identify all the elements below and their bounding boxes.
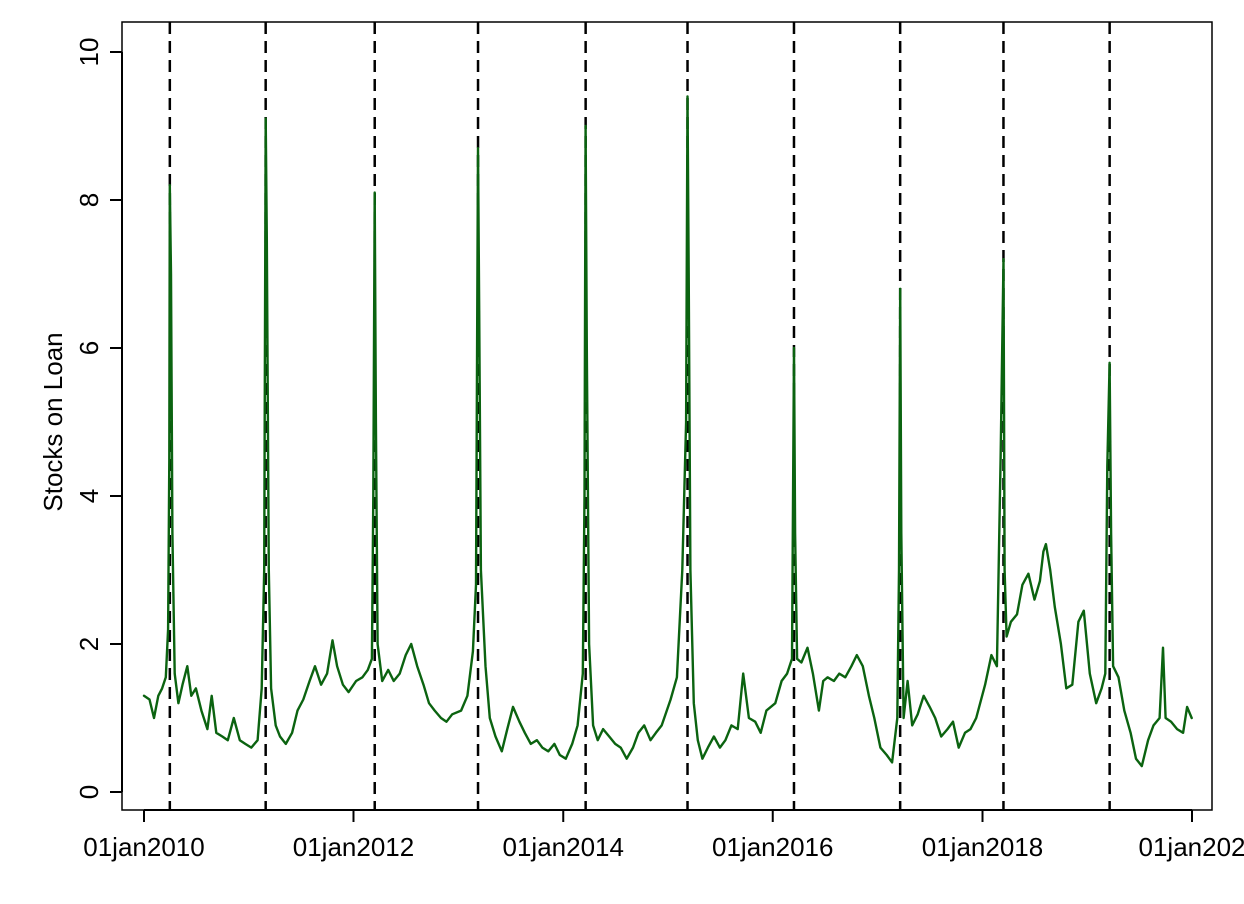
x-tick-label: 01jan202 [1139,832,1244,862]
y-tick-label: 6 [74,341,104,355]
y-tick-label: 4 [74,489,104,503]
y-tick-label: 2 [74,637,104,651]
x-tick-label: 01jan2016 [712,832,833,862]
y-axis: 0 2 4 6 8 10 [74,38,123,799]
x-axis: 01jan2010 01jan2012 01jan2014 01jan2016 01ja… [83,809,1244,862]
series-group [142,95,1193,768]
x-tick-label: 01jan2012 [293,832,414,862]
y-tick-label: 8 [74,193,104,207]
x-tick-label: 01jan2014 [503,832,624,862]
reference-lines [168,22,1111,810]
x-tick-label: 01jan2018 [922,832,1043,862]
y-tick-label: 10 [74,38,104,67]
series-line [142,95,1193,768]
plot-frame [121,21,1213,811]
y-axis-title: Stocks on Loan [38,332,68,511]
x-tick-label: 01jan2010 [83,832,204,862]
y-tick-label: 0 [74,785,104,799]
